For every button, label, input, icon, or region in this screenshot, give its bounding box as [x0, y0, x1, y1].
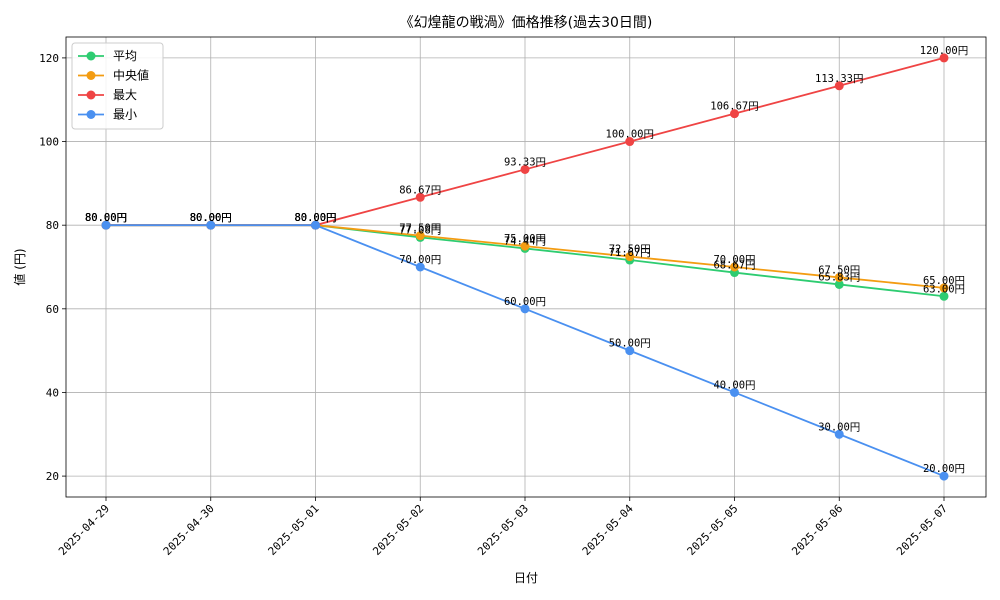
- legend-marker: [86, 71, 96, 80]
- legend-label: 最大: [113, 88, 137, 102]
- data-point: [730, 109, 739, 119]
- legend-marker: [86, 51, 96, 61]
- data-point: [415, 262, 425, 272]
- data-point: [730, 387, 739, 397]
- y-tick-label: 60: [46, 303, 59, 316]
- data-point: [415, 192, 425, 202]
- x-axis-label: 日付: [514, 571, 538, 585]
- data-point: [520, 241, 530, 251]
- data-label: 120.00円: [920, 45, 968, 57]
- data-label: 80.00円: [190, 212, 232, 224]
- data-point: [520, 304, 530, 314]
- data-point: [311, 220, 320, 230]
- data-point: [101, 220, 111, 230]
- y-axis-label: 値 (円): [12, 248, 27, 285]
- legend-marker: [86, 90, 96, 100]
- data-point: [834, 279, 844, 289]
- data-label: 113.33円: [815, 73, 863, 85]
- data-labels-layer: 80.00円 80.00円 80.00円 77.08円 74.44円 71.67円 68.6…: [85, 45, 968, 475]
- data-label: 80.00円: [85, 212, 127, 224]
- y-tick-label: 120: [39, 52, 59, 65]
- data-point: [939, 471, 949, 481]
- data-label: 106.67円: [710, 101, 758, 113]
- data-label: 71.67円: [609, 247, 651, 259]
- data-label: 77.50円: [399, 223, 441, 235]
- data-label: 80.00円: [294, 212, 336, 224]
- legend-box: [71, 42, 164, 130]
- data-label: 63.00円: [923, 283, 965, 295]
- data-label: 30.00円: [818, 421, 860, 433]
- data-label: 67.50円: [818, 264, 860, 276]
- data-label: 80.00円: [294, 212, 336, 224]
- data-label: 80.00円: [85, 212, 127, 224]
- y-tick-label: 100: [39, 136, 59, 149]
- data-label: 80.00円: [294, 212, 336, 224]
- legend-marker: [86, 110, 96, 119]
- data-label: 80.00円: [294, 212, 336, 224]
- data-label: 70.00円: [713, 254, 755, 266]
- data-label: 74.44円: [504, 235, 546, 247]
- data-point: [730, 262, 739, 272]
- data-point: [520, 164, 530, 174]
- data-label: 80.00円: [190, 212, 232, 224]
- legend-label: 最小: [113, 108, 137, 122]
- data-point: [415, 231, 425, 241]
- data-label: 80.00円: [190, 212, 232, 224]
- data-label: 75.00円: [504, 233, 546, 245]
- data-point: [834, 272, 844, 282]
- legend-label: 中央値: [113, 68, 149, 83]
- data-label: 60.00円: [504, 296, 546, 308]
- data-point: [625, 252, 635, 262]
- data-label: 100.00円: [606, 129, 654, 141]
- data-label: 50.00円: [609, 338, 651, 350]
- plot-frame: [65, 36, 987, 498]
- data-point: [939, 291, 949, 301]
- data-point: [625, 346, 635, 356]
- data-label: 40.00円: [713, 379, 755, 391]
- data-point: [834, 81, 844, 91]
- data-label: 86.67円: [399, 184, 441, 196]
- data-label: 65.83円: [818, 271, 860, 283]
- y-tick-label: 20: [46, 470, 59, 483]
- data-label: 68.67円: [713, 260, 755, 272]
- data-label: 70.00円: [399, 254, 441, 266]
- data-label: 72.50円: [609, 244, 651, 256]
- data-label: 20.00円: [923, 463, 965, 475]
- data-label: 80.00円: [85, 212, 127, 224]
- y-tick-label: 80: [46, 219, 59, 232]
- chart-title: 《幻煌龍の戦渦》価格推移(過去30日間): [400, 14, 653, 31]
- data-point: [625, 137, 635, 147]
- data-label: 65.00円: [923, 275, 965, 287]
- data-label: 77.08円: [399, 224, 441, 236]
- data-label: 80.00円: [190, 212, 232, 224]
- data-point: [834, 429, 844, 439]
- data-point: [939, 53, 949, 63]
- legend-label: 平均: [113, 49, 137, 63]
- y-tick-label: 40: [46, 386, 59, 399]
- data-point: [206, 220, 216, 230]
- data-point: [939, 283, 949, 293]
- data-label: 93.33円: [504, 156, 546, 168]
- series-layer: [101, 53, 949, 481]
- data-label: 80.00円: [85, 212, 127, 224]
